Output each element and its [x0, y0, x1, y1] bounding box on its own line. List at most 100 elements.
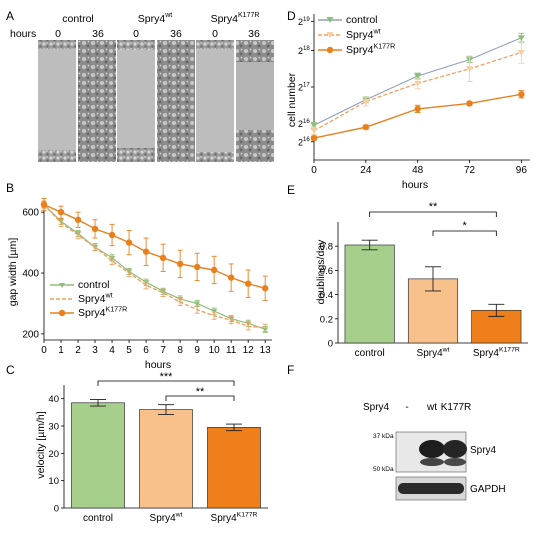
group-label-spry4-wt: Spry4wt	[138, 12, 172, 25]
cell-monolayer	[117, 148, 155, 162]
data-point	[227, 274, 235, 281]
blot-row-label: Spry4	[363, 402, 390, 413]
y-tick-label: 0	[328, 339, 333, 350]
micrograph-wt-0h	[117, 40, 155, 162]
panel-letter-f: F	[287, 363, 294, 377]
data-point	[91, 225, 99, 233]
legend-label: control	[78, 279, 110, 291]
data-point	[362, 99, 370, 106]
data-point	[57, 208, 65, 216]
panel-letter-d: D	[287, 9, 296, 23]
x-tick-label: 3	[92, 345, 98, 356]
y-tick-label: 218	[298, 45, 310, 56]
x-tick-label: 48	[412, 165, 424, 176]
time-label: 0	[133, 28, 139, 40]
bar	[139, 409, 193, 509]
data-point	[108, 231, 116, 239]
x-tick-label: 11	[226, 345, 237, 356]
category-label: control	[355, 348, 385, 359]
y-tick-label: 0.8	[320, 242, 333, 253]
legend-marker	[326, 17, 334, 23]
data-point	[414, 80, 422, 87]
significance-label: *	[463, 220, 468, 232]
x-tick-label: 9	[194, 345, 200, 356]
micrograph-wt-36h	[157, 40, 195, 162]
data-point	[517, 49, 525, 56]
marker-label: 50 kDa	[373, 466, 394, 473]
y-tick-label: 217	[298, 81, 310, 92]
data-point	[125, 239, 133, 246]
x-axis-label: hours	[402, 179, 428, 191]
y-tick-label: 0	[54, 504, 59, 515]
y-tick-label: 219	[298, 16, 310, 27]
marker-label: 37 kDa	[373, 433, 394, 440]
legend-marker	[326, 32, 334, 38]
x-tick-label: 96	[516, 165, 528, 176]
x-tick-label: 0	[41, 345, 47, 356]
band-label: GAPDH	[470, 484, 506, 495]
series-line-1	[43, 204, 266, 329]
significance-bracket	[165, 395, 235, 401]
y-tick-label: 200	[22, 329, 39, 340]
significance-label: **	[429, 201, 438, 213]
legend-label: Spry4K177R	[78, 305, 127, 319]
band-k177r	[443, 440, 467, 458]
panel-letter-a: A	[6, 9, 14, 23]
data-point	[244, 280, 252, 287]
time-label: 0	[212, 28, 218, 40]
x-tick-label: 13	[260, 345, 272, 356]
micrograph-k177r-0h	[196, 40, 234, 162]
data-point	[74, 216, 82, 223]
cell-monolayer	[38, 40, 76, 49]
legend-label: Spry4K177R	[346, 42, 395, 56]
lane-label: K177R	[441, 402, 472, 413]
data-point	[210, 266, 218, 274]
x-tick-label: 1	[58, 345, 64, 356]
data-point	[159, 254, 167, 262]
significance-label: **	[196, 386, 205, 398]
data-point	[414, 73, 422, 80]
panel-d-cell-number-chart: cell number hours 216 216 217 218 219 0 24 48 72…	[286, 14, 530, 191]
panel-f-western-blot: Spry4 - wt K177R 37 kDa 50 kDa Spry4 GAP…	[363, 402, 506, 501]
y-tick-label: 20	[48, 449, 59, 460]
time-label: 36	[170, 28, 182, 40]
data-point	[261, 285, 269, 292]
significance-bracket	[369, 211, 497, 217]
micrograph-control-36h	[78, 40, 116, 162]
data-point	[40, 201, 48, 208]
data-point	[517, 35, 525, 42]
group-label-spry4-k177r: Spry4K177R	[211, 12, 260, 25]
panel-c-velocity-chart: velocity [µm/h] 0 10 20 30 40 control Spry4wt S…	[35, 371, 268, 524]
y-tick-label: 0.6	[320, 266, 333, 277]
band-wt	[419, 440, 445, 458]
y-tick-label: 216	[298, 136, 310, 147]
x-tick-label: 0	[311, 165, 317, 176]
series-line-0	[43, 204, 266, 330]
x-tick-label: 6	[143, 345, 149, 356]
band-wt-lower	[420, 458, 444, 466]
data-point	[310, 122, 318, 129]
legend-label: Spry4wt	[78, 291, 113, 305]
panel-e-doublings-chart: doublings/day 0 0.2 0.4 0.6 0.8 control Spry4w…	[315, 201, 528, 359]
bar	[71, 402, 125, 509]
micrograph-control-0h	[38, 40, 76, 162]
cell-monolayer	[196, 152, 234, 162]
y-axis-label: doublings/day	[315, 239, 327, 305]
data-point	[518, 91, 525, 98]
panel-letter-c: C	[6, 363, 15, 377]
data-point	[414, 105, 421, 113]
legend-marker	[58, 309, 66, 317]
category-label: control	[83, 513, 113, 524]
legend-marker	[326, 46, 334, 54]
x-tick-label: 24	[360, 165, 372, 176]
x-axis-label: hours	[145, 359, 171, 371]
series-line-2	[313, 93, 522, 139]
y-tick-label: 10	[48, 476, 59, 487]
y-tick-label: 0.2	[320, 314, 333, 325]
y-axis-label: cell number	[286, 72, 298, 127]
time-label: 0	[55, 28, 61, 40]
legend-label: control	[346, 14, 378, 26]
y-tick-label: 400	[22, 269, 39, 280]
x-tick-label: 4	[109, 345, 115, 356]
